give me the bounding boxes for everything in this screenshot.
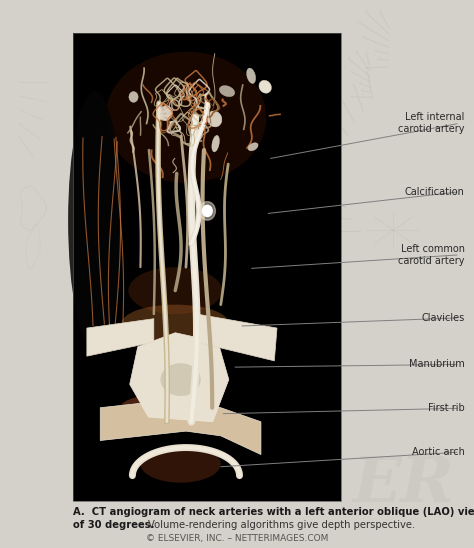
Text: Volume-rendering algorithms give depth perspective.: Volume-rendering algorithms give depth p… (73, 520, 416, 530)
Bar (73, 33, 341, 501)
Circle shape (202, 206, 212, 216)
Text: First rib: First rib (428, 403, 465, 413)
Ellipse shape (212, 135, 219, 152)
Ellipse shape (246, 68, 255, 83)
Polygon shape (87, 319, 154, 356)
Text: © ELSEVIER, INC. – NETTERIMAGES.COM: © ELSEVIER, INC. – NETTERIMAGES.COM (146, 534, 328, 543)
Ellipse shape (129, 92, 138, 102)
Ellipse shape (219, 85, 235, 96)
Circle shape (200, 202, 215, 220)
Ellipse shape (207, 111, 222, 127)
Text: Left common
carotid artery: Left common carotid artery (398, 244, 465, 266)
Text: Calcification: Calcification (405, 187, 465, 197)
Ellipse shape (106, 52, 266, 183)
Polygon shape (100, 398, 261, 455)
Text: Aortic arch: Aortic arch (411, 447, 465, 457)
Text: A.  CT angiogram of neck arteries with a left anterior oblique (LAO) view
of 30 : A. CT angiogram of neck arteries with a … (73, 507, 474, 530)
Bar (73, 33, 341, 501)
Ellipse shape (259, 81, 272, 93)
Ellipse shape (68, 92, 122, 349)
Ellipse shape (140, 445, 221, 483)
Text: Manubrium: Manubrium (409, 359, 465, 369)
Text: Clavicles: Clavicles (421, 313, 465, 323)
Ellipse shape (158, 106, 173, 121)
Polygon shape (130, 333, 229, 422)
Ellipse shape (122, 305, 229, 342)
Ellipse shape (128, 267, 222, 314)
Text: ER: ER (352, 454, 454, 516)
Polygon shape (197, 314, 277, 361)
Ellipse shape (120, 393, 214, 422)
Text: Left internal
carotid artery: Left internal carotid artery (398, 112, 465, 134)
Ellipse shape (248, 142, 258, 151)
Ellipse shape (161, 363, 201, 396)
